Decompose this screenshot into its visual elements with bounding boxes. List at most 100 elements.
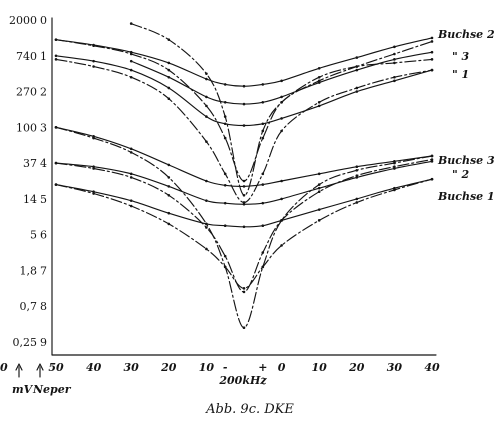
series-line-a-buchse-1-solid: [55, 55, 433, 127]
data-point: [129, 151, 133, 154]
data-point: [393, 188, 396, 192]
data-point: [261, 122, 265, 126]
data-point: [261, 251, 265, 254]
data-point: [54, 38, 58, 41]
data-point: [317, 100, 321, 104]
data-point: [317, 79, 321, 83]
data-point: [242, 287, 246, 290]
data-point: [205, 72, 208, 75]
y-tick-neper: 5: [40, 193, 47, 206]
data-point: [355, 56, 359, 59]
data-point: [393, 45, 396, 49]
y-tick-neper: 8: [40, 300, 47, 313]
series-line-a-buchse-2-dashed: [55, 39, 433, 182]
y-tick-mv: 37: [23, 157, 37, 170]
data-point: [129, 59, 133, 63]
y-tick-mv: 5: [30, 229, 37, 242]
data-point: [430, 177, 434, 181]
data-point: [54, 183, 58, 186]
data-point: [355, 174, 359, 177]
figure-caption: Abb. 9c. DKE: [205, 402, 294, 417]
x-center-label: 200kHz: [218, 374, 267, 387]
data-point: [317, 104, 321, 108]
data-point: [430, 50, 434, 54]
curve-label-a-buchse-3: " 3: [452, 50, 470, 63]
data-point: [129, 176, 133, 179]
data-point: [393, 167, 396, 170]
data-point: [167, 97, 171, 101]
data-point: [223, 224, 227, 228]
data-point: [242, 290, 246, 294]
data-point: [317, 67, 321, 70]
data-point: [167, 222, 171, 226]
data-point: [92, 192, 95, 195]
data-point: [92, 136, 95, 140]
data-point: [54, 161, 58, 165]
data-point: [280, 95, 283, 99]
data-point: [242, 124, 246, 127]
data-point: [261, 129, 265, 133]
data-point: [393, 61, 396, 65]
data-point: [167, 163, 171, 167]
data-point: [355, 197, 359, 201]
data-point: [393, 186, 396, 190]
y-tick-mv: 740: [16, 50, 37, 63]
data-point: [92, 190, 95, 194]
data-point: [129, 68, 133, 72]
data-point: [223, 201, 227, 205]
data-point: [167, 185, 171, 188]
y-tick-mv: 0,25: [13, 336, 38, 349]
data-point: [430, 160, 434, 163]
data-point: [129, 75, 133, 79]
data-point: [205, 115, 208, 118]
y-tick-mv: 1,8: [20, 264, 38, 277]
x-tick-label: 10: [312, 361, 328, 374]
x-tick-label: 0: [278, 361, 286, 374]
y-tick-neper: 0: [40, 14, 47, 27]
data-point: [261, 183, 265, 186]
data-point: [317, 219, 321, 222]
data-point: [167, 194, 171, 197]
curve-label-b-buchse-2: " 2: [452, 168, 470, 181]
data-point: [167, 211, 171, 215]
data-point: [129, 204, 133, 208]
x-tick-label: 40: [424, 361, 440, 374]
data-point: [92, 167, 95, 170]
data-point: [167, 86, 171, 90]
data-point: [317, 75, 321, 79]
data-point: [205, 140, 208, 143]
data-point: [430, 58, 434, 61]
data-point: [242, 102, 246, 106]
y-unit-mv: mV: [12, 383, 34, 396]
data-point: [242, 225, 246, 229]
x-tick-label: 50: [0, 361, 8, 374]
axes: [51, 17, 437, 356]
data-point: [280, 197, 283, 201]
data-point: [129, 52, 133, 56]
series-line-b-buchse-3-solid: [55, 126, 433, 187]
data-point: [167, 38, 171, 41]
data-point: [223, 100, 227, 104]
data-point: [223, 122, 227, 126]
x-tick-label: 30: [124, 361, 140, 374]
data-point: [205, 247, 208, 251]
data-point: [317, 81, 321, 84]
data-point: [129, 22, 133, 25]
data-point: [223, 136, 227, 140]
y-tick-mv: 100: [16, 121, 37, 134]
y-tick-mv: 0,7: [20, 300, 38, 313]
x-tick-label: 20: [348, 361, 365, 374]
y-tick-mv: 2000: [9, 14, 37, 27]
data-point: [129, 50, 133, 54]
data-point: [317, 172, 321, 176]
y-tick-neper: 6: [40, 229, 47, 242]
data-point: [393, 75, 396, 79]
y-tick-neper: 2: [40, 86, 47, 99]
data-point: [355, 90, 359, 93]
data-point: [92, 59, 95, 63]
x-tick-label: +: [258, 361, 267, 374]
data-point: [223, 265, 227, 269]
